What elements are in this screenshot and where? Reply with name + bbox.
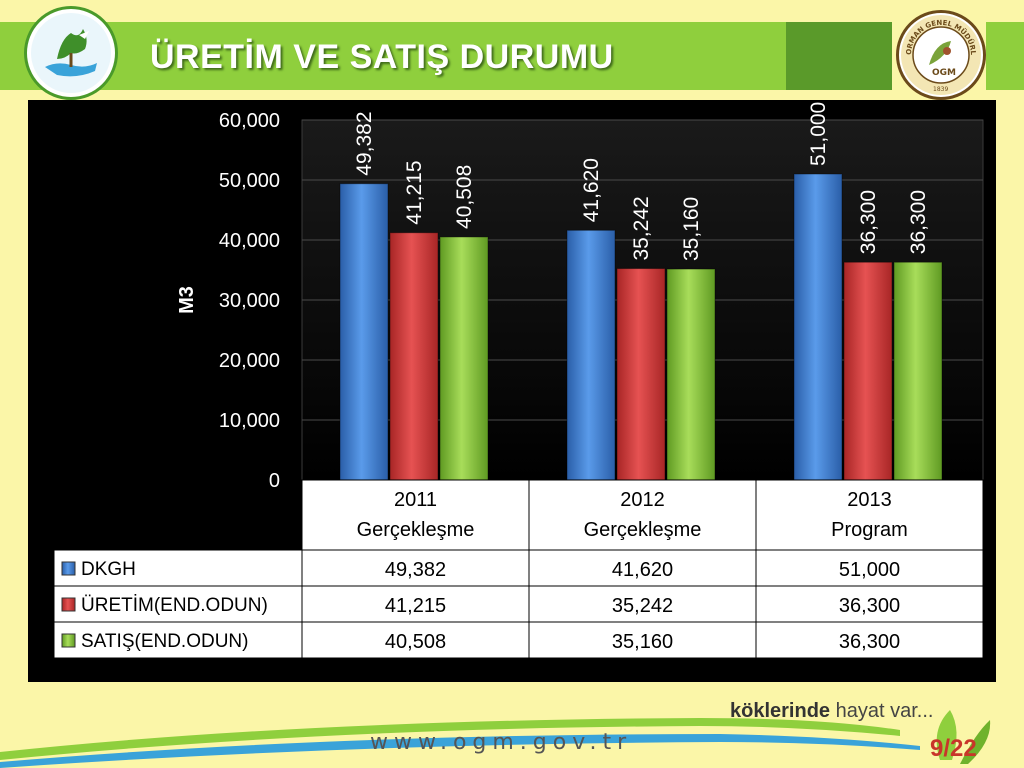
table-value: 41,215: [385, 595, 446, 617]
bar-chart: 0 10,000 20,000 30,000 40,000 50,000 60,000 M3…: [53, 102, 984, 659]
y-tick-label: 40,000: [219, 230, 280, 252]
bar--reti-m-end-odun--1: [616, 268, 666, 481]
slogan: köklerinde hayat var...: [730, 700, 933, 723]
legend-swatch: [61, 597, 76, 612]
table-value: 51,000: [839, 559, 900, 581]
y-axis-ticks: 0 10,000 20,000 30,000 40,000 50,000 60,000: [219, 110, 280, 492]
bar-sati-end-odun--1: [666, 268, 716, 481]
logo-year: 1839: [933, 86, 948, 93]
table-value: 40,508: [385, 631, 446, 653]
category-label: 2011: [394, 489, 437, 511]
bar-value-label: 35,160: [680, 197, 703, 261]
table-header-cell: [755, 479, 984, 551]
table-value: 41,620: [612, 559, 673, 581]
table-header-cell: [528, 479, 757, 551]
bar-value-label: 49,382: [353, 111, 376, 175]
table-value: 35,242: [612, 595, 673, 617]
legend-label: SATIŞ(END.ODUN): [81, 631, 248, 652]
bar-value-label: 51,000: [807, 102, 830, 166]
category-label: Gerçekleşme: [584, 519, 702, 541]
page-number: 9/22: [930, 735, 977, 762]
legend-label: ÜRETİM(END.ODUN): [81, 595, 268, 616]
bar-value-label: 35,242: [630, 196, 653, 260]
bar-dkgh-2: [793, 173, 843, 481]
header-band: [0, 22, 790, 90]
table-cell: [528, 585, 757, 623]
slogan-bold: köklerinde: [730, 700, 831, 722]
chart-panel: 0 10,000 20,000 30,000 40,000 50,000 60,000 M3…: [28, 100, 996, 682]
table-cell: [755, 621, 984, 659]
slogan-rest: hayat var...: [830, 700, 934, 722]
footer-swoosh: [0, 710, 991, 768]
table-value: 36,300: [839, 631, 900, 653]
header-band-accent: [786, 22, 892, 90]
bars: [339, 173, 943, 481]
bar-value-label: 36,300: [857, 190, 880, 254]
bar-value-label: 41,620: [580, 158, 603, 222]
legend-cell: [53, 585, 303, 623]
table-cell: [301, 621, 530, 659]
tree-map-logo-icon: [31, 13, 111, 93]
category-label: 2013: [847, 489, 892, 511]
table-header-cell: [301, 479, 530, 551]
table-value: 36,300: [839, 595, 900, 617]
header-band-end: [986, 22, 1024, 90]
legend-label: DKGH: [81, 559, 136, 580]
legend-cell: [53, 621, 303, 659]
ogm-seal-icon: ORMAN GENEL MÜDÜRLÜĞÜ OGM 1839: [896, 6, 981, 95]
y-tick-label: 30,000: [219, 290, 280, 312]
table-cell: [755, 549, 984, 587]
logo-abbr: OGM: [932, 68, 956, 78]
y-tick-label: 0: [269, 470, 280, 492]
bar--reti-m-end-odun--0: [389, 232, 439, 481]
bar-sati-end-odun--2: [893, 261, 943, 481]
y-tick-label: 10,000: [219, 410, 280, 432]
footer-url[interactable]: www.ogm.gov.tr: [370, 730, 633, 755]
bar-dkgh-1: [566, 229, 616, 481]
slide-title: ÜRETİM VE SATIŞ DURUMU: [150, 38, 614, 76]
table-value: 35,160: [612, 631, 673, 653]
bar-dkgh-0: [339, 183, 389, 481]
table-cell: [755, 585, 984, 623]
y-tick-label: 60,000: [219, 110, 280, 132]
data-table: 2011 Gerçekleşme 2012 Gerçekleşme 2013 Progra…: [53, 479, 984, 659]
bar-value-label: 36,300: [907, 190, 930, 254]
legend-swatch: [61, 633, 76, 648]
y-axis-label: M3: [176, 286, 198, 314]
data-labels: 49,382 41,620 51,000 41,215 35,242 36,300 40,5…: [353, 102, 930, 261]
category-label: Gerçekleşme: [357, 519, 475, 541]
table-cell: [528, 621, 757, 659]
table-value: 49,382: [385, 559, 446, 581]
ogm-logo-icon: ORMAN GENEL MÜDÜRLÜĞÜ OGM 1839: [896, 6, 986, 100]
table-cell: [301, 585, 530, 623]
category-label: 2012: [620, 489, 665, 511]
bar-sati-end-odun--0: [439, 236, 489, 481]
y-tick-label: 20,000: [219, 350, 280, 372]
bar--reti-m-end-odun--2: [843, 261, 893, 481]
y-tick-label: 50,000: [219, 170, 280, 192]
ministry-logo-icon: [24, 6, 118, 100]
category-label: Program: [831, 519, 908, 541]
bar-value-label: 41,215: [403, 160, 426, 224]
bar-value-label: 40,508: [453, 165, 476, 229]
table-cell: [301, 549, 530, 587]
legend-swatch: [61, 561, 76, 576]
